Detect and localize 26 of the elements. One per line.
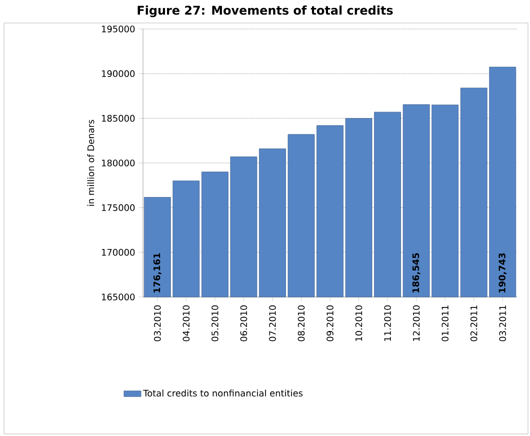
x-tick-label: 02.2011 [470, 306, 478, 342]
y-tick-label: 170000 [102, 248, 135, 256]
x-tick-label: 11.2010 [384, 305, 391, 341]
y-axis-title: in million of Denars [87, 120, 94, 206]
data-label: 186,545 [412, 253, 420, 292]
data-label: 176,161 [153, 253, 162, 292]
x-tick-label: 08.2010 [298, 305, 305, 342]
y-tick-label: 190000 [102, 70, 135, 78]
x-tick-label: 05.2010 [212, 305, 218, 342]
x-tick-label: 12.2010 [412, 305, 420, 341]
x-tick-label: 09.2010 [326, 305, 334, 342]
y-tick-label: 165000 [102, 294, 135, 300]
y-tick-label: 195000 [102, 26, 135, 32]
y-tick-label: 185000 [102, 114, 135, 122]
x-tick-label: 03.2011 [499, 306, 506, 342]
x-tick-label: 07.2010 [269, 305, 276, 342]
x-tick-label: 06.2010 [240, 305, 248, 342]
x-tick-label: 03.2010 [154, 305, 161, 342]
x-tick-label: 04.2010 [182, 305, 190, 342]
y-tick-label: 175000 [102, 204, 135, 212]
x-tick-label: 10.2010 [355, 305, 362, 341]
chart-title: Figure 27: Movements of total credits [138, 6, 393, 18]
data-label: 190,743 [498, 253, 507, 292]
x-tick-label: 01.2011 [442, 306, 448, 342]
legend-label: Total credits to nonfinancial entities [143, 390, 303, 397]
y-tick-label: 180000 [102, 160, 135, 166]
